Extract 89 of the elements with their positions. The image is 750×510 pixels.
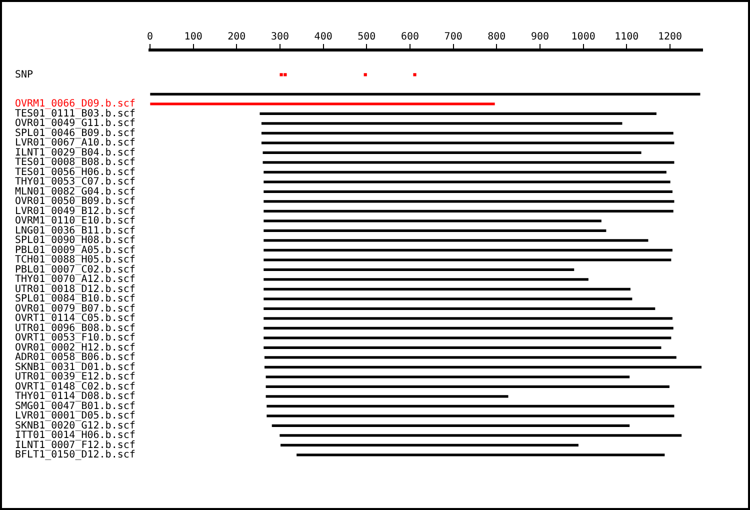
y-tick-label: SNP bbox=[15, 69, 34, 80]
y-tick-label: OVRT1_0114_C05.b.scf bbox=[15, 313, 136, 324]
bar bbox=[264, 229, 606, 232]
x-tick-label: 100 bbox=[184, 32, 202, 43]
y-tick-label: PBL01_0007_C02.b.scf bbox=[15, 264, 136, 276]
bar bbox=[266, 395, 508, 398]
bar bbox=[266, 385, 670, 388]
bar bbox=[264, 170, 666, 174]
x-tick-label: 1200 bbox=[658, 32, 682, 43]
bar bbox=[264, 248, 672, 252]
bar bbox=[264, 366, 702, 369]
bar bbox=[264, 346, 662, 350]
bar bbox=[266, 404, 674, 408]
y-tick-label: SMG01_0047_B01.b.scf bbox=[15, 400, 136, 412]
y-tick-label: TCH01_0088_H05.b.scf bbox=[15, 254, 136, 266]
bar bbox=[150, 92, 700, 96]
bar bbox=[261, 132, 674, 135]
bar bbox=[272, 424, 630, 428]
bar bbox=[264, 258, 672, 262]
y-tick-label: LVR01_0001_D05.b.scf bbox=[15, 410, 136, 422]
bar bbox=[150, 102, 495, 106]
y-tick-label: OVRT1_0148_C02.b.scf bbox=[15, 381, 136, 392]
x-tick-label: 200 bbox=[228, 32, 246, 43]
bar bbox=[266, 376, 630, 378]
x-tick-label: 900 bbox=[530, 32, 550, 43]
bar bbox=[264, 268, 574, 272]
y-tick-label: THY01_0053_C07.b.scf bbox=[15, 176, 136, 188]
y-tick-label: PBL01_0009_A05.b.scf bbox=[15, 244, 136, 256]
x-tick-label: 0 bbox=[146, 32, 154, 43]
x-tick-label: 400 bbox=[314, 32, 332, 43]
bar bbox=[262, 151, 642, 154]
bar bbox=[264, 210, 674, 213]
y-tick-label: SPL01_0090_H08.b.scf bbox=[15, 235, 136, 246]
bar bbox=[264, 288, 630, 291]
y-tick-label: ILNT1_0007_F12.b.scf bbox=[15, 440, 136, 451]
bar bbox=[264, 200, 674, 203]
y-tick-label: UTR01_0096_B08.b.scf bbox=[15, 322, 136, 334]
y-tick-label: MLN01_0082_G04.b.scf bbox=[15, 186, 136, 198]
bar bbox=[264, 317, 672, 320]
y-tick-label: TES01_0056_H06.b.scf bbox=[15, 166, 136, 178]
bar bbox=[261, 142, 674, 144]
y-tick-label: ITT01_0014_H06.b.scf bbox=[15, 430, 136, 442]
x-tick-label: 1000 bbox=[571, 32, 596, 43]
x-tick-label: 1100 bbox=[614, 32, 639, 43]
x-tick-label: 300 bbox=[270, 32, 290, 43]
bar bbox=[280, 444, 578, 447]
bar bbox=[264, 326, 674, 330]
y-tick-label: OVR01_0050_B09.b.scf bbox=[15, 196, 136, 208]
y-tick-label: THY01_0070_A12.b.scf bbox=[15, 274, 136, 286]
bar bbox=[264, 239, 648, 242]
bar bbox=[264, 356, 676, 359]
y-tick-label: BFLT1_0150_D12.b.scf bbox=[15, 450, 136, 461]
bar bbox=[261, 122, 622, 125]
x-tick-label: 800 bbox=[488, 32, 506, 43]
y-tick-label: UTR01_0039_E12.b.scf bbox=[15, 372, 136, 383]
bar bbox=[280, 434, 682, 437]
y-tick-label: SPL01_0084_B10.b.scf bbox=[15, 294, 136, 305]
bar bbox=[266, 414, 674, 418]
y-tick-label: THY01_0114_D08.b.scf bbox=[15, 391, 136, 402]
y-tick-label: SKNB1_0020_G12.b.scf bbox=[15, 420, 136, 432]
y-tick-label: ADR01_0058_B06.b.scf bbox=[15, 352, 136, 364]
bar bbox=[262, 161, 674, 164]
y-tick-label: UTR01_0018_D12.b.scf bbox=[15, 284, 136, 295]
y-tick-label: OVR01_0049_G11.b.scf bbox=[15, 118, 136, 130]
x-tick-label: 500 bbox=[358, 32, 376, 43]
y-tick-label: ILNT1_0029_B04.b.scf bbox=[15, 147, 136, 158]
bar bbox=[264, 278, 588, 281]
y-tick-label: OVRT1_0053_F10.b.scf bbox=[15, 332, 136, 344]
x-tick-label: 600 bbox=[400, 32, 420, 43]
bar bbox=[296, 454, 665, 456]
bar bbox=[264, 190, 672, 194]
bar bbox=[264, 180, 670, 184]
x-tick-label: 700 bbox=[444, 32, 462, 43]
y-tick-label: OVRM1_0110_E10.b.scf bbox=[15, 216, 136, 227]
bar bbox=[260, 112, 656, 116]
bar bbox=[264, 220, 602, 222]
y-tick-label: OVR01_0002_H12.b.scf bbox=[15, 342, 136, 354]
y-tick-label: TES01_0008_B08.b.scf bbox=[15, 157, 136, 168]
bar bbox=[264, 336, 672, 340]
y-tick-label: SPL01_0046_B09.b.scf bbox=[15, 128, 136, 139]
y-tick-label: LNG01_0036_B11.b.scf bbox=[15, 225, 136, 236]
y-tick-label: LVR01_0067_A10.b.scf bbox=[15, 138, 136, 149]
bar bbox=[264, 307, 656, 310]
y-tick-label: TES01_0111_B03.b.scf bbox=[15, 108, 136, 120]
y-tick-label: OVRM1_0066_D09.b.scf bbox=[15, 98, 136, 110]
y-tick-label: LVR01_0049_B12.b.scf bbox=[15, 206, 136, 217]
y-tick-label: OVR01_0079_B07.b.scf bbox=[15, 303, 136, 314]
bar bbox=[264, 298, 632, 300]
y-tick-label: SKNB1_0031_D01.b.scf bbox=[15, 362, 136, 373]
